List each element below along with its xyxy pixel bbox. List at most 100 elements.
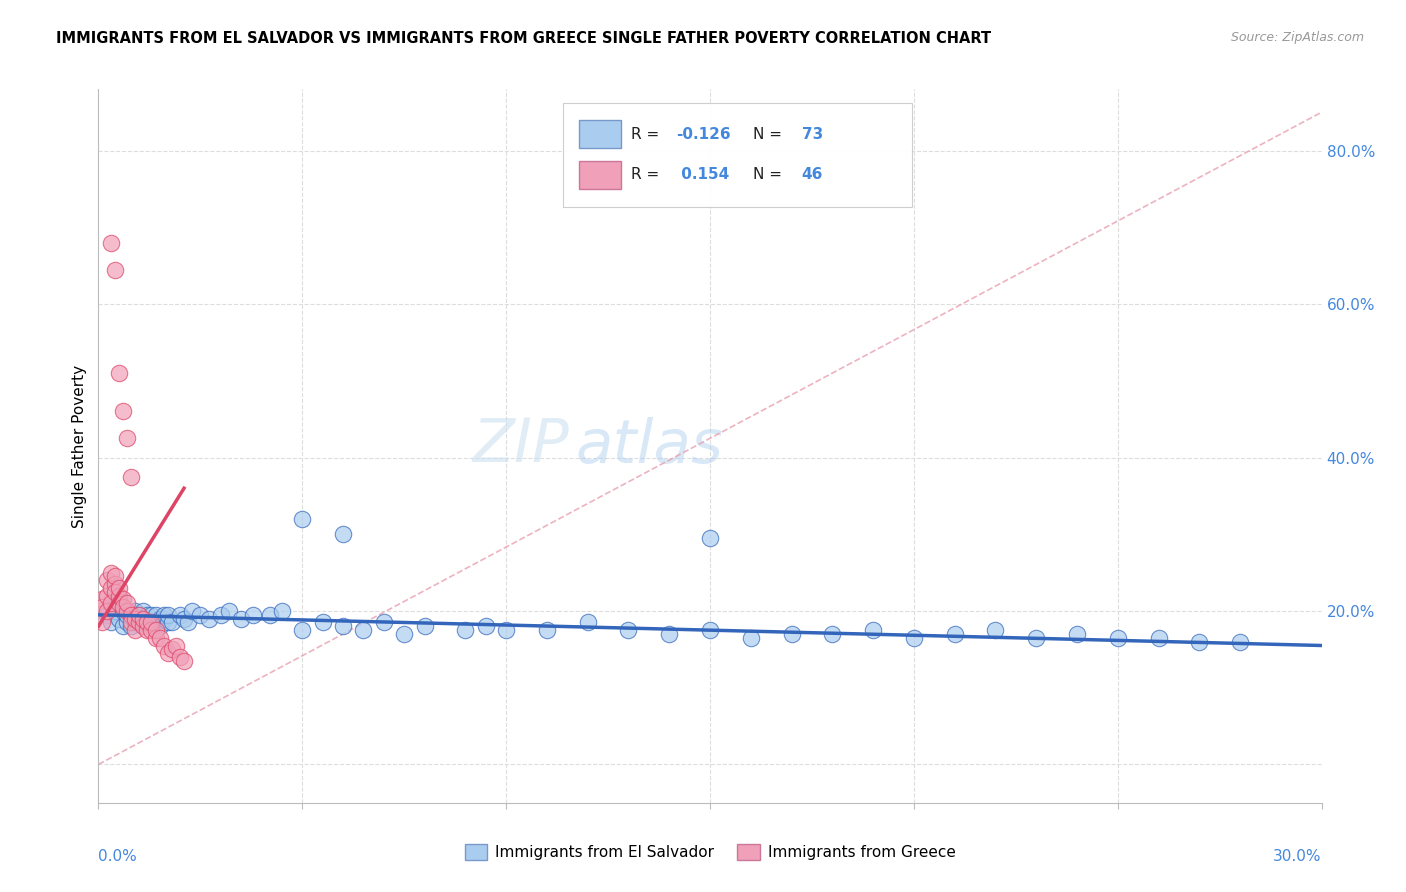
Point	[373, 615, 395, 630]
Point	[115, 604, 138, 618]
Point	[352, 623, 374, 637]
Point	[156, 607, 179, 622]
Point	[91, 600, 114, 615]
Legend: Immigrants from El Salvador, Immigrants from Greece: Immigrants from El Salvador, Immigrants …	[458, 838, 962, 866]
Point	[173, 654, 195, 668]
Point	[100, 235, 122, 250]
Point	[141, 619, 163, 633]
Point	[149, 612, 172, 626]
Point	[1147, 631, 1170, 645]
Point	[149, 631, 172, 645]
Point	[136, 607, 159, 622]
Point	[108, 589, 131, 603]
Point	[108, 612, 131, 626]
Point	[96, 607, 118, 622]
Y-axis label: Single Father Poverty: Single Father Poverty	[72, 365, 87, 527]
Text: Source: ZipAtlas.com: Source: ZipAtlas.com	[1230, 31, 1364, 45]
Point	[332, 527, 354, 541]
Point	[576, 615, 599, 630]
Point	[242, 607, 264, 622]
Point	[108, 581, 131, 595]
Point	[392, 627, 416, 641]
Point	[104, 569, 127, 583]
Point	[617, 623, 640, 637]
Point	[169, 607, 191, 622]
Text: N =: N =	[752, 168, 787, 182]
FancyBboxPatch shape	[579, 161, 620, 189]
Point	[141, 607, 163, 622]
Point	[454, 623, 477, 637]
Point	[120, 607, 142, 622]
Point	[128, 615, 150, 630]
Point	[780, 627, 803, 641]
Point	[152, 639, 174, 653]
Point	[145, 631, 167, 645]
Point	[291, 512, 314, 526]
Point	[145, 623, 167, 637]
Text: 0.0%: 0.0%	[98, 849, 138, 864]
Point	[120, 469, 142, 483]
Point	[270, 604, 294, 618]
Point	[188, 607, 212, 622]
Point	[111, 619, 134, 633]
Point	[165, 639, 187, 653]
Point	[104, 262, 127, 277]
Point	[218, 604, 240, 618]
Point	[177, 615, 200, 630]
Point	[740, 631, 762, 645]
Point	[132, 604, 155, 618]
Point	[111, 600, 134, 615]
Text: R =: R =	[630, 168, 664, 182]
Point	[132, 615, 155, 630]
Point	[1066, 627, 1088, 641]
Point	[136, 615, 159, 630]
Point	[91, 592, 114, 607]
Point	[108, 366, 131, 380]
Point	[141, 615, 163, 630]
Point	[115, 431, 138, 445]
Point	[132, 612, 155, 626]
Point	[124, 604, 146, 618]
Point	[120, 615, 142, 630]
Point	[100, 596, 122, 610]
Point	[128, 612, 150, 626]
Point	[152, 612, 174, 626]
Point	[536, 623, 558, 637]
Point	[312, 615, 335, 630]
Point	[111, 592, 134, 607]
Text: 73: 73	[801, 127, 823, 142]
Point	[1107, 631, 1129, 645]
Point	[115, 607, 138, 622]
Point	[821, 627, 844, 641]
Point	[903, 631, 925, 645]
Point	[862, 623, 884, 637]
Point	[474, 619, 498, 633]
Point	[104, 584, 127, 599]
Point	[156, 615, 179, 630]
Point	[149, 619, 172, 633]
Point	[231, 612, 253, 626]
Point	[156, 646, 179, 660]
Point	[181, 604, 204, 618]
Point	[100, 566, 122, 580]
Point	[173, 612, 195, 626]
Text: atlas: atlas	[575, 417, 723, 475]
Point	[120, 619, 142, 633]
Point	[1025, 631, 1047, 645]
Point	[1188, 634, 1211, 648]
Text: N =: N =	[752, 127, 787, 142]
Point	[160, 642, 183, 657]
Point	[699, 623, 721, 637]
Point	[145, 615, 167, 630]
Point	[132, 619, 155, 633]
Point	[100, 615, 122, 630]
Point	[259, 607, 281, 622]
Point	[136, 615, 159, 630]
Point	[108, 592, 131, 607]
Point	[104, 577, 127, 591]
Text: -0.126: -0.126	[676, 127, 730, 142]
Text: R =: R =	[630, 127, 664, 142]
Point	[413, 619, 436, 633]
Point	[943, 627, 966, 641]
Text: 46: 46	[801, 168, 823, 182]
